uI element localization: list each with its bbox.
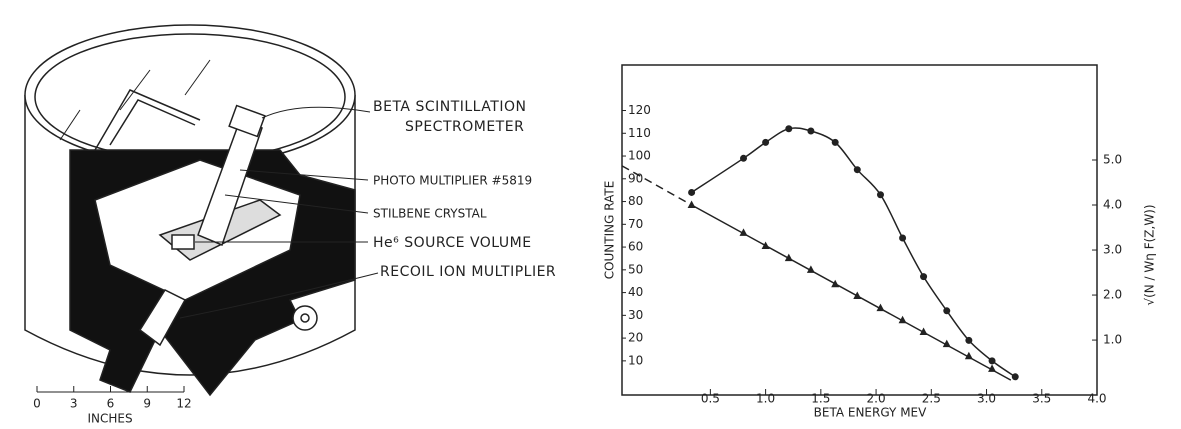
y-tick-label: 100 (628, 149, 651, 163)
point (831, 279, 840, 288)
y-tick-label: 90 (628, 171, 643, 185)
y-tick-label: 70 (628, 217, 643, 231)
point (806, 265, 815, 273)
scale-tick-label: 12 (176, 397, 191, 411)
label: PHOTO MULTIPLIER #5819 (373, 174, 532, 188)
y-tick-label: 20 (628, 331, 643, 345)
point (831, 138, 839, 146)
x-tick-label: 3.0 (977, 392, 996, 406)
y-tick-label: 30 (628, 308, 643, 322)
fit-line (621, 165, 692, 206)
y-tick-label: 120 (628, 103, 651, 117)
y2-tick-label: 4.0 (1103, 198, 1122, 212)
scale-unit: INCHES (87, 412, 132, 426)
point (876, 191, 884, 199)
point (807, 127, 815, 135)
label: STILBENE CRYSTAL (373, 207, 487, 221)
x-tick-label: 2.5 (922, 392, 941, 406)
x-tick-label: 1.0 (756, 392, 775, 406)
point (688, 188, 696, 196)
x-axis-label: BETA ENERGY MEV (814, 406, 927, 420)
label: BETA SCINTILLATION (373, 99, 526, 115)
point (965, 336, 973, 344)
fit-line (691, 204, 1012, 381)
label: RECOIL ION MULTIPLIER (380, 264, 556, 280)
point (853, 291, 862, 299)
point (920, 273, 928, 281)
label: He⁶ SOURCE VOLUME (373, 235, 532, 251)
point (988, 357, 996, 365)
point (919, 327, 928, 335)
point (876, 303, 885, 312)
point (740, 154, 748, 162)
y-tick-label: 40 (628, 285, 643, 299)
point (943, 307, 951, 315)
y2-tick-label: 5.0 (1103, 152, 1122, 166)
scale-tick-label: 6 (107, 397, 115, 411)
y-axis-label: COUNTING RATE (603, 181, 617, 280)
point (1011, 373, 1019, 381)
point (853, 166, 861, 174)
y-tick-label: 50 (628, 262, 643, 276)
point (762, 138, 770, 146)
point (964, 351, 973, 360)
scale-tick-label: 0 (33, 397, 41, 411)
y2-axis-label: √(N / Wη F(Z,W)) (1143, 204, 1157, 305)
point (784, 253, 793, 262)
apparatus (24, 24, 356, 397)
scale-tick-label: 3 (70, 397, 78, 411)
point (899, 234, 907, 242)
x-tick-label: 4.0 (1087, 392, 1106, 406)
leaders (179, 106, 379, 319)
y-tick-label: 10 (628, 353, 643, 367)
point (687, 200, 696, 209)
point (988, 364, 997, 372)
x-tick-label: 0.5 (701, 392, 720, 406)
plot-frame (621, 64, 1098, 396)
point (785, 125, 793, 133)
y2-tick-label: 1.0 (1103, 333, 1122, 347)
y-tick-label: 80 (628, 194, 643, 208)
x-tick-label: 1.5 (811, 392, 830, 406)
label: SPECTROMETER (405, 119, 524, 135)
point (739, 228, 748, 236)
scale-tick-label: 9 (143, 397, 151, 411)
x-tick-label: 3.5 (1032, 392, 1051, 406)
point (942, 339, 951, 348)
x-tick-label: 2.0 (867, 392, 886, 406)
y-tick-label: 110 (628, 126, 651, 140)
y2-tick-label: 3.0 (1103, 243, 1122, 257)
point (898, 315, 907, 324)
y2-tick-label: 2.0 (1103, 288, 1122, 302)
point (761, 241, 770, 249)
y-tick-label: 60 (628, 240, 643, 254)
